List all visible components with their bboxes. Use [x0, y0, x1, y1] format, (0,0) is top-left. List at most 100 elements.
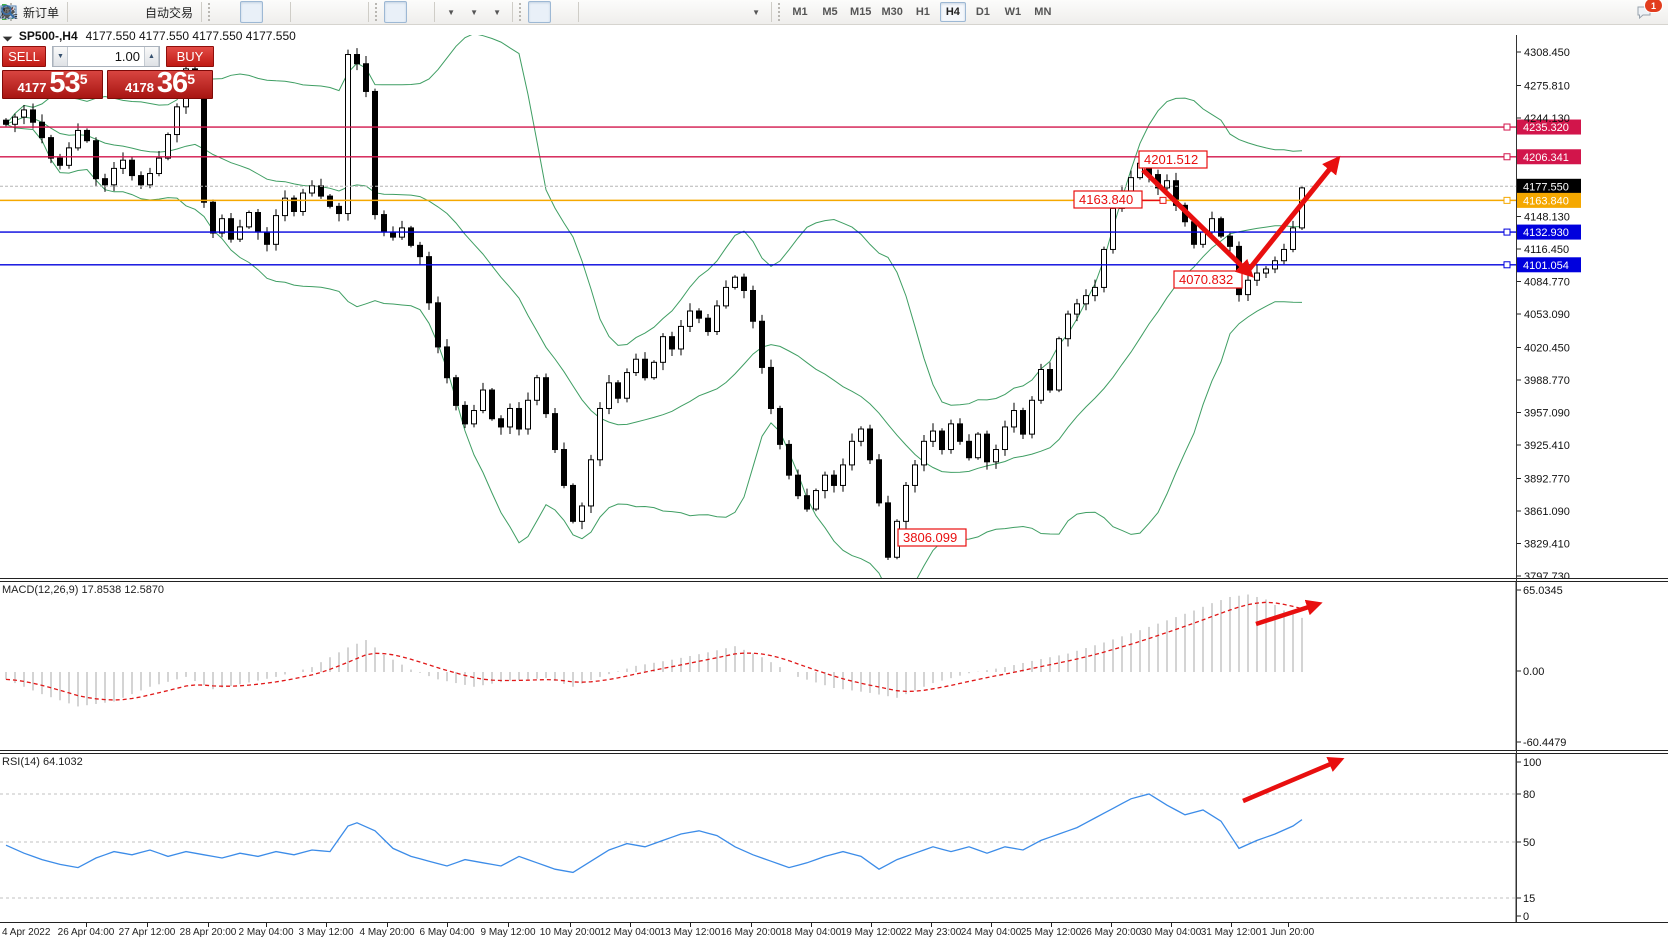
auto-scroll-button[interactable] [1, 1, 408, 23]
candle-body-bull [174, 106, 180, 136]
text-label-tool-button[interactable]: T [1, 1, 744, 23]
candle [480, 382, 486, 414]
new-chart-button[interactable]: ▼ [0, 1, 462, 23]
annotation-4070.832[interactable]: 4070.832 [1173, 270, 1243, 289]
candle-body-bull [75, 129, 81, 149]
sell-price-box[interactable]: 4177 53 5 [2, 69, 103, 99]
candle-body-bull [1110, 207, 1116, 250]
candlestick-mode-button[interactable] [1, 1, 264, 23]
tile-windows-button[interactable] [0, 1, 364, 23]
bar-chart-mode-button[interactable] [0, 1, 240, 23]
candle-body-bear [543, 377, 549, 415]
search-button[interactable] [1, 1, 1635, 23]
timeframe-h1[interactable]: H1 [910, 2, 936, 22]
deposit-button[interactable] [0, 1, 95, 23]
candle-body-bear [138, 175, 144, 186]
crosshair-tool-button[interactable] [1, 1, 574, 23]
candle-body-bear [435, 302, 441, 348]
candle-body-bull [1002, 426, 1008, 451]
shapes-tool-button[interactable]: ▼ [1, 1, 767, 23]
candle [120, 152, 126, 175]
line-chart-mode-button[interactable] [0, 1, 286, 23]
vps-button[interactable] [1, 1, 118, 23]
timeframe-m1[interactable]: M1 [787, 2, 813, 22]
timeframe-m5[interactable]: M5 [817, 2, 843, 22]
fibonacci-tool-button[interactable]: F [1, 1, 698, 23]
candle-body-bull [660, 336, 666, 363]
timeframe-mn[interactable]: MN [1030, 2, 1056, 22]
timeframe-m30[interactable]: M30 [878, 2, 905, 22]
algo-trading-button[interactable]: 自动交易 [1, 1, 197, 23]
candle [624, 368, 630, 403]
main-chart[interactable]: 4235.320 4206.341 4177.550 4163.840 4132.930… [0, 35, 1668, 578]
trend-arrow[interactable] [1245, 155, 1341, 274]
candle [849, 433, 855, 471]
time-tick [86, 923, 87, 927]
candle-body-bear [255, 212, 261, 233]
level-line-4101.054[interactable]: 4101.054 [0, 257, 1581, 273]
candle-body-bear [768, 366, 774, 409]
time-tick [208, 923, 209, 927]
timeframe-d1[interactable]: D1 [970, 2, 996, 22]
periods-button[interactable]: ▼ [1, 1, 485, 23]
timeframe-h4[interactable]: H4 [939, 2, 966, 22]
zoom-out-button[interactable] [1, 1, 341, 23]
trend-arrow[interactable] [1141, 168, 1254, 278]
candle [3, 118, 9, 127]
rsi-pane[interactable]: RSI(14) 64.1032 100 80 50 15 0 [0, 754, 1668, 923]
macd-arrow[interactable] [1255, 599, 1323, 627]
annotation-4201.512[interactable]: 4201.512 [1138, 150, 1208, 169]
channel-tool-button[interactable]: E [0, 1, 675, 23]
pane-separator[interactable] [0, 750, 1668, 751]
candle [1029, 396, 1035, 439]
candle-body-bull [1101, 248, 1107, 288]
candle [642, 352, 648, 381]
level-line-4235.320[interactable]: 4235.320 [0, 119, 1581, 135]
vertical-line-tool-button[interactable] [5, 1, 606, 23]
rsi-arrow[interactable] [1242, 756, 1345, 804]
buy-price-box[interactable]: 4178 36 5 [107, 69, 213, 99]
candle-body-bear [777, 407, 783, 445]
annotation-text: 3806.099 [903, 530, 957, 545]
level-line-4177.550[interactable]: 4177.550 [0, 178, 1581, 194]
candle [1047, 362, 1053, 393]
cursor-tool-button[interactable] [1, 1, 552, 23]
level-line-4206.341[interactable]: 4206.341 [0, 149, 1581, 165]
candle [984, 430, 990, 470]
candle-body-bear [408, 227, 414, 246]
pane-separator[interactable] [0, 578, 1668, 579]
macd-pane[interactable]: MACD(12,26,9) 17.8538 12.5870 65.0345 0.00… [0, 582, 1668, 750]
sell-button[interactable]: SELL [2, 46, 46, 67]
candle [804, 488, 810, 512]
zoom-in-button[interactable] [1, 1, 318, 23]
time-label: 4 Apr 2022 [2, 927, 51, 938]
annotation-4163.840[interactable]: 4163.840 [1073, 190, 1143, 209]
text-tool-button[interactable]: A [3, 1, 721, 23]
volume-input[interactable] [68, 47, 144, 66]
level-line-4132.930[interactable]: 4132.930 [0, 224, 1581, 240]
indicators-button[interactable]: ▼ [0, 1, 508, 23]
candle-body-bear [516, 407, 522, 430]
buy-button[interactable]: BUY [166, 46, 214, 67]
horizontal-line-tool-button[interactable] [1, 1, 629, 23]
volume-increase-button[interactable]: ▲ [144, 47, 159, 66]
timeframe-m15[interactable]: M15 [847, 2, 874, 22]
new-order-button[interactable]: 新订单 [0, 1, 63, 23]
rsi-label: RSI(14) 64.1032 [2, 756, 83, 768]
chart-shift-button[interactable] [1, 1, 430, 23]
volume-decrease-button[interactable]: ▼ [53, 47, 68, 66]
time-axis[interactable]: 4 Apr 2022 26 Apr 04:00 27 Apr 12:00 28 Apr… [0, 922, 1668, 941]
signals-button[interactable] [1, 1, 141, 23]
annotation-text: 4070.832 [1179, 272, 1233, 287]
candle [219, 214, 225, 238]
level-line-4163.840[interactable]: 4163.840 [0, 192, 1581, 208]
candle [165, 132, 171, 161]
notifications-button[interactable]: 1 [1635, 0, 1663, 23]
annotation-3806.099[interactable]: 3806.099 [897, 528, 967, 547]
candle-body-bull [921, 440, 927, 466]
level-handle [1503, 123, 1511, 131]
timeframe-w1[interactable]: W1 [1000, 2, 1026, 22]
macd-scale-label: -60.4479 [1523, 737, 1566, 749]
trendline-tool-button[interactable] [1, 1, 652, 23]
y-tick-label: 3988.770 [1524, 375, 1570, 387]
